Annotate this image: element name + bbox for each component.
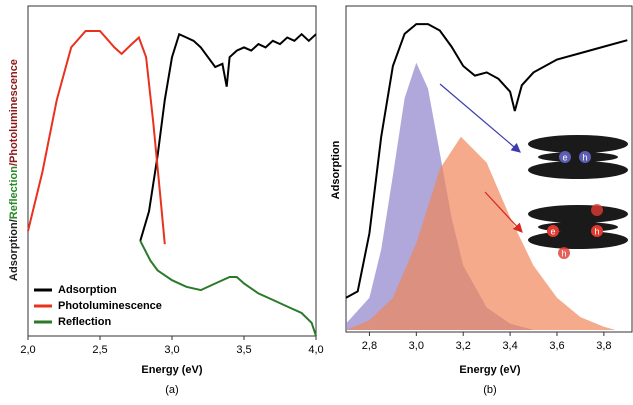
line bbox=[345, 23, 628, 299]
x-tick-label: 4,0 bbox=[308, 344, 323, 356]
legend-label: Photoluminescence bbox=[58, 300, 162, 312]
x-tick-label: 3,0 bbox=[164, 344, 179, 356]
y-axis-label-part: Adsorption/ bbox=[8, 219, 20, 281]
x-tick-label: 3,8 bbox=[596, 340, 611, 352]
x-axis-label: Energy (eV) bbox=[459, 364, 520, 376]
legend-label: Reflection bbox=[58, 316, 111, 328]
annotation: h bbox=[561, 248, 566, 258]
caption: (a) bbox=[165, 384, 178, 396]
y-axis-label: Adsorption bbox=[330, 140, 342, 199]
caption: (b) bbox=[483, 384, 496, 396]
x-tick-label: 3,0 bbox=[409, 340, 424, 352]
annotation: h bbox=[582, 152, 587, 162]
annotation: h bbox=[594, 226, 599, 236]
annotation: e bbox=[550, 226, 555, 236]
area bbox=[346, 136, 616, 330]
x-tick-label: 2,5 bbox=[92, 344, 107, 356]
line bbox=[27, 30, 166, 245]
line bbox=[139, 32, 317, 242]
y-axis-label-part: /Photoluminescence bbox=[8, 59, 20, 166]
legend-label: Adsorption bbox=[58, 284, 117, 296]
y-axis-label-part: Reflection bbox=[8, 166, 20, 219]
x-tick-label: 3,2 bbox=[456, 340, 471, 352]
x-tick-label: 3,6 bbox=[549, 340, 564, 352]
x-tick-label: 3,4 bbox=[502, 340, 517, 352]
line bbox=[139, 240, 317, 337]
x-tick-label: 2,8 bbox=[362, 340, 377, 352]
annotation: e bbox=[562, 152, 567, 162]
x-tick-label: 3,5 bbox=[236, 344, 251, 356]
panel-frame bbox=[345, 5, 633, 333]
x-tick-label: 2,0 bbox=[20, 344, 35, 356]
x-axis-label: Energy (eV) bbox=[141, 364, 202, 376]
y-axis-label: Adsorption/Reflection/Photoluminescence bbox=[8, 59, 20, 281]
molecule-icons: e h e h h bbox=[439, 83, 628, 259]
